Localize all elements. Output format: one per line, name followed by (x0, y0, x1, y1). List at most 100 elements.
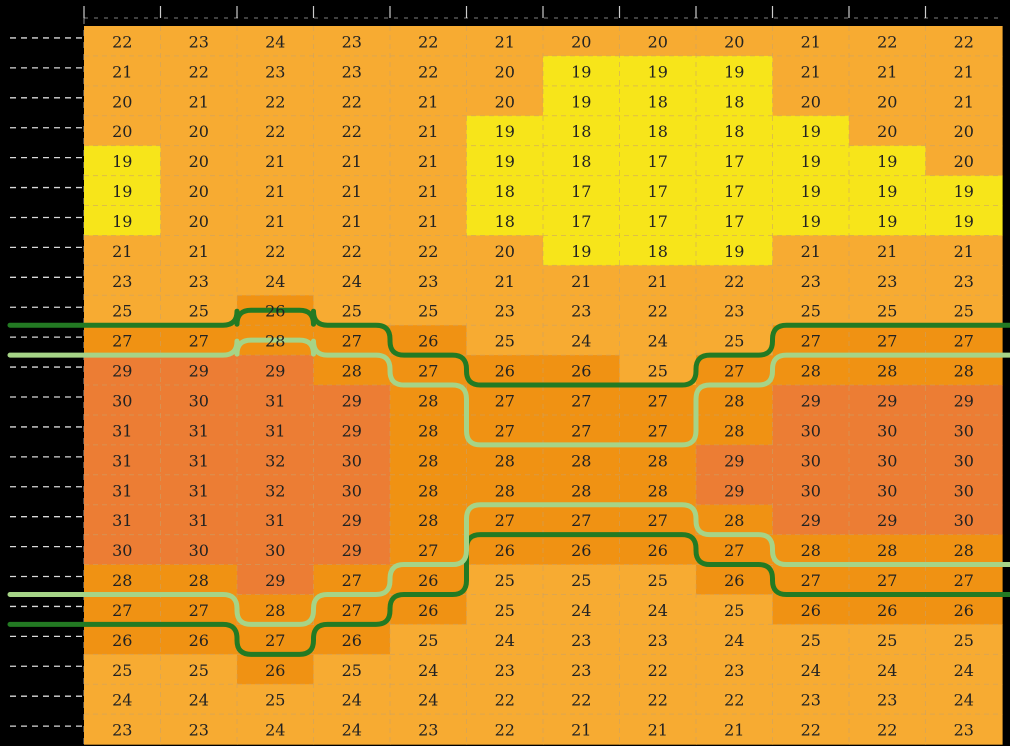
heatmap-cell (390, 325, 468, 356)
cell-value-label: 24 (648, 332, 668, 351)
heatmap-cell (466, 26, 544, 57)
cell-value-label: 28 (571, 481, 591, 500)
cell-value-label: 27 (112, 332, 132, 351)
cell-value-label: 30 (954, 451, 974, 470)
heatmap-cell (696, 355, 774, 386)
heatmap-cell (619, 175, 697, 207)
heatmap-cell (313, 624, 391, 655)
heatmap-cell (619, 564, 697, 596)
heatmap-cell (772, 85, 850, 117)
cell-value-label: 24 (265, 272, 285, 291)
heatmap-cell (466, 115, 544, 147)
heatmap-cell (925, 714, 1003, 745)
heatmap-cell (619, 325, 697, 356)
cell-value-label: 23 (954, 272, 974, 291)
heatmap-cell (466, 444, 544, 476)
cell-value-label: 30 (801, 481, 821, 500)
cell-value-label: 26 (571, 541, 591, 560)
cell-value-label: 23 (495, 302, 515, 321)
heatmap-cell (543, 474, 621, 506)
heatmap-cell (313, 654, 391, 685)
heatmap-cell (772, 26, 850, 57)
heatmap-cell (619, 295, 697, 326)
heatmap-cell (390, 295, 468, 326)
heatmap-cell (772, 564, 850, 596)
cell-value-label: 22 (418, 32, 438, 51)
cell-value-label: 30 (877, 481, 897, 500)
heatmap-cell (619, 85, 697, 117)
cell-value-label: 27 (495, 511, 515, 530)
heatmap-cell (160, 175, 238, 207)
cell-value-label: 22 (265, 242, 285, 261)
heatmap-cell (237, 145, 315, 177)
cell-value-label: 20 (954, 122, 974, 141)
cell-value-label: 22 (571, 691, 591, 710)
heatmap-cell (696, 504, 774, 536)
heatmap-cell (160, 564, 238, 596)
heatmap-cell (390, 624, 468, 655)
cell-value-label: 19 (112, 152, 132, 171)
cell-value-label: 28 (724, 511, 744, 530)
cell-value-label: 24 (877, 661, 897, 680)
heatmap-cell (313, 684, 391, 715)
heatmap-cell (772, 235, 850, 266)
heatmap-cell (772, 654, 850, 685)
heatmap-cell (696, 55, 774, 87)
heatmap-cell (543, 534, 621, 566)
heatmap-cell (84, 594, 162, 625)
heatmap-cell (849, 624, 927, 655)
cell-value-label: 28 (189, 571, 209, 590)
cell-value-label: 17 (571, 182, 591, 201)
cell-value-label: 29 (801, 392, 821, 411)
cell-value-label: 19 (801, 122, 821, 141)
heatmap-cell (772, 295, 850, 326)
heatmap-cell (84, 325, 162, 356)
cell-value-label: 21 (877, 242, 897, 261)
cell-value-label: 21 (112, 242, 132, 261)
cell-value-label: 28 (877, 541, 897, 560)
cell-value-label: 31 (189, 421, 209, 440)
cell-value-label: 19 (724, 62, 744, 81)
cell-value-label: 30 (877, 421, 897, 440)
cell-value-label: 28 (954, 541, 974, 560)
heatmap-cell (543, 654, 621, 685)
cell-value-label: 21 (801, 32, 821, 51)
heatmap-cell (84, 684, 162, 715)
heatmap-cell (466, 564, 544, 596)
cell-value-label: 25 (495, 571, 515, 590)
heatmap-cell (313, 145, 391, 177)
contour-line (7, 502, 1010, 627)
heatmap-cell (849, 355, 927, 386)
heatmap-cell (925, 355, 1003, 386)
cell-value-label: 18 (571, 152, 591, 171)
heatmap-cell (772, 55, 850, 87)
cell-value-label: 19 (648, 62, 668, 81)
cell-value-label: 28 (801, 362, 821, 381)
heatmap-cell (543, 325, 621, 356)
cell-value-label: 22 (954, 32, 974, 51)
heatmap-cell (696, 624, 774, 655)
heatmap-cell (160, 26, 238, 57)
heatmap-cell (619, 534, 697, 566)
heatmap-cell (84, 534, 162, 566)
cell-value-label: 23 (648, 631, 668, 650)
heatmap-cell (237, 115, 315, 147)
cell-value-label: 25 (724, 601, 744, 620)
cell-value-label: 29 (342, 392, 362, 411)
cell-value-label: 26 (495, 362, 515, 381)
heatmap-cell (849, 594, 927, 625)
cell-value-label: 25 (495, 332, 515, 351)
heatmap-cell (696, 205, 774, 237)
heatmap-cell (390, 175, 468, 207)
cell-value-label: 31 (265, 511, 285, 530)
cell-value-label: 24 (571, 332, 591, 351)
cell-value-label: 28 (112, 571, 132, 590)
heatmap-cell (313, 414, 391, 446)
cell-value-label: 23 (112, 721, 132, 740)
heatmap-cell (543, 205, 621, 237)
heatmap-cell (313, 85, 391, 117)
heatmap-cell (849, 295, 927, 326)
cell-value-label: 25 (418, 631, 438, 650)
heatmap-cell (84, 714, 162, 745)
